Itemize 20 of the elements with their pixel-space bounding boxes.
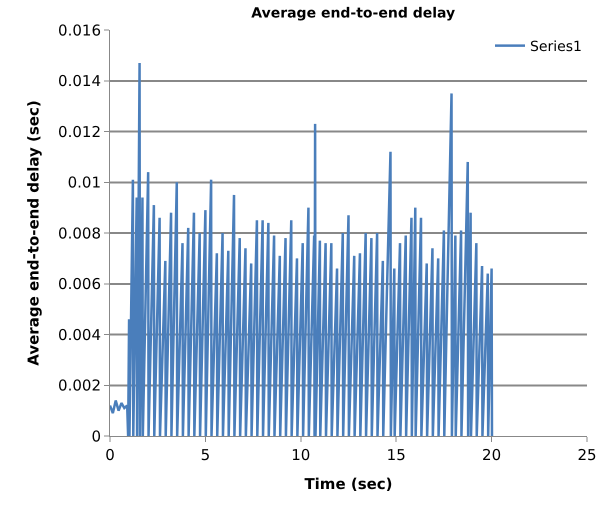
y-tick-label: 0.014 bbox=[58, 72, 101, 90]
y-tick-label: 0.002 bbox=[58, 376, 101, 394]
chart-title: Average end-to-end delay bbox=[251, 5, 456, 22]
y-tick-label: 0.016 bbox=[58, 21, 101, 40]
y-tick-label: 0.006 bbox=[58, 275, 101, 293]
y-tick-label: 0.004 bbox=[58, 326, 101, 344]
x-tick-label: 25 bbox=[577, 446, 597, 464]
x-axis-title: Time (sec) bbox=[304, 475, 393, 493]
x-tick-label: 20 bbox=[482, 446, 502, 464]
y-tick-label: 0.01 bbox=[68, 174, 101, 192]
x-tick-label: 15 bbox=[386, 446, 406, 464]
y-tick-label: 0 bbox=[91, 427, 101, 446]
x-tick-label: 0 bbox=[105, 446, 115, 464]
y-tick-label: 0.012 bbox=[58, 122, 101, 141]
x-tick-label: 5 bbox=[200, 446, 210, 464]
legend-label: Series1 bbox=[530, 39, 582, 56]
line-series bbox=[110, 62, 494, 436]
y-axis-title: Average end-to-end delay (sec) bbox=[24, 100, 42, 366]
x-tick-label: 10 bbox=[291, 446, 310, 464]
y-tick-label: 0.008 bbox=[58, 224, 101, 242]
